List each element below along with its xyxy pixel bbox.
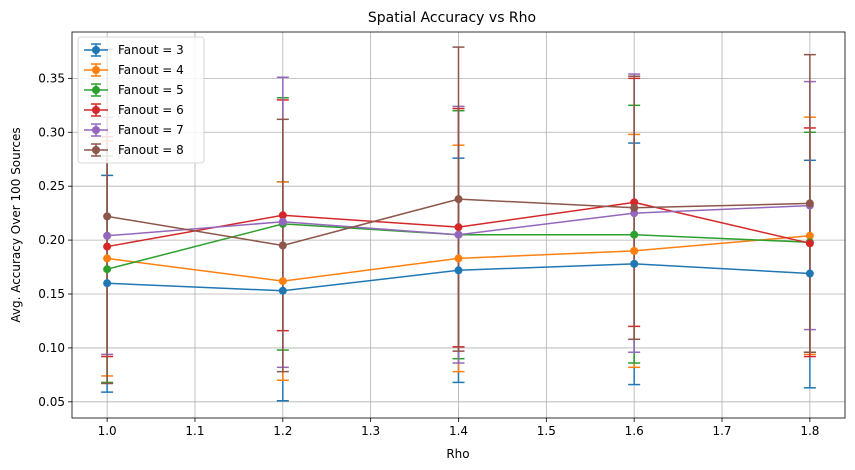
y-tick-label: 0.30 <box>38 125 65 139</box>
x-tick-label: 1.5 <box>537 424 556 438</box>
data-point <box>278 211 287 220</box>
data-point <box>103 265 112 274</box>
legend-label: Fanout = 4 <box>118 63 184 77</box>
legend-entry: Fanout = 3 <box>84 43 184 57</box>
data-point <box>278 217 287 226</box>
data-point <box>805 239 814 248</box>
legend-label: Fanout = 3 <box>118 43 184 57</box>
legend-marker <box>92 126 100 134</box>
x-tick-label: 1.1 <box>185 424 204 438</box>
legend-box <box>77 36 205 164</box>
legend-entry: Fanout = 5 <box>84 83 184 97</box>
x-tick-label: 1.8 <box>800 424 819 438</box>
legend-label: Fanout = 6 <box>118 103 184 117</box>
data-point <box>805 199 814 208</box>
x-tick-label: 1.6 <box>625 424 644 438</box>
legend-marker <box>92 66 100 74</box>
data-point <box>454 230 463 239</box>
data-point <box>103 231 112 240</box>
y-tick-label: 0.20 <box>38 233 65 247</box>
series-fanout-8 <box>103 195 814 250</box>
legend-marker <box>92 86 100 94</box>
legend-entry: Fanout = 4 <box>84 63 184 77</box>
data-point <box>278 241 287 250</box>
series-fanout-3 <box>103 259 814 295</box>
x-tick-label: 1.4 <box>449 424 468 438</box>
data-point <box>454 195 463 204</box>
data-point <box>630 230 639 239</box>
y-tick-label: 0.15 <box>38 287 65 301</box>
x-tick-label: 1.3 <box>361 424 380 438</box>
legend: Fanout = 3 Fanout = 4 Fanout = 5 Fanout = 6… <box>77 36 205 164</box>
legend-entry: Fanout = 8 <box>84 143 184 157</box>
y-tick-label: 0.25 <box>38 179 65 193</box>
axis-ticks: 1.0 1.1 1.2 1.3 1.4 1.5 1.6 1.7 1.8 0.05 0.10 0.15 0… <box>38 71 819 438</box>
legend-entry: Fanout = 7 <box>84 123 184 137</box>
x-tick-label: 1.2 <box>273 424 292 438</box>
legend-marker <box>92 106 100 114</box>
legend-marker <box>92 46 100 54</box>
data-point <box>103 212 112 221</box>
data-point <box>630 246 639 255</box>
legend-label: Fanout = 8 <box>118 143 184 157</box>
data-point <box>630 203 639 212</box>
legend-marker <box>92 146 100 154</box>
legend-label: Fanout = 5 <box>118 83 184 97</box>
legend-label: Fanout = 7 <box>118 123 184 137</box>
legend-entry: Fanout = 6 <box>84 103 184 117</box>
data-point <box>454 266 463 275</box>
data-point <box>454 223 463 232</box>
data-point <box>103 242 112 251</box>
data-point <box>278 286 287 295</box>
data-point <box>805 231 814 240</box>
data-point <box>630 259 639 268</box>
series-fanout-4 <box>103 231 814 286</box>
y-tick-label: 0.05 <box>38 395 65 409</box>
x-tick-label: 1.0 <box>98 424 117 438</box>
data-point <box>103 279 112 288</box>
data-point <box>103 254 112 263</box>
data-point <box>454 254 463 263</box>
y-axis-label: Avg. Accuracy Over 100 Sources <box>9 127 23 322</box>
x-tick-label: 1.7 <box>712 424 731 438</box>
data-point <box>805 269 814 278</box>
data-point <box>278 277 287 286</box>
y-tick-label: 0.10 <box>38 341 65 355</box>
chart-title: Spatial Accuracy vs Rho <box>368 10 536 26</box>
y-tick-label: 0.35 <box>38 71 65 85</box>
x-axis-label: Rho <box>446 447 469 461</box>
